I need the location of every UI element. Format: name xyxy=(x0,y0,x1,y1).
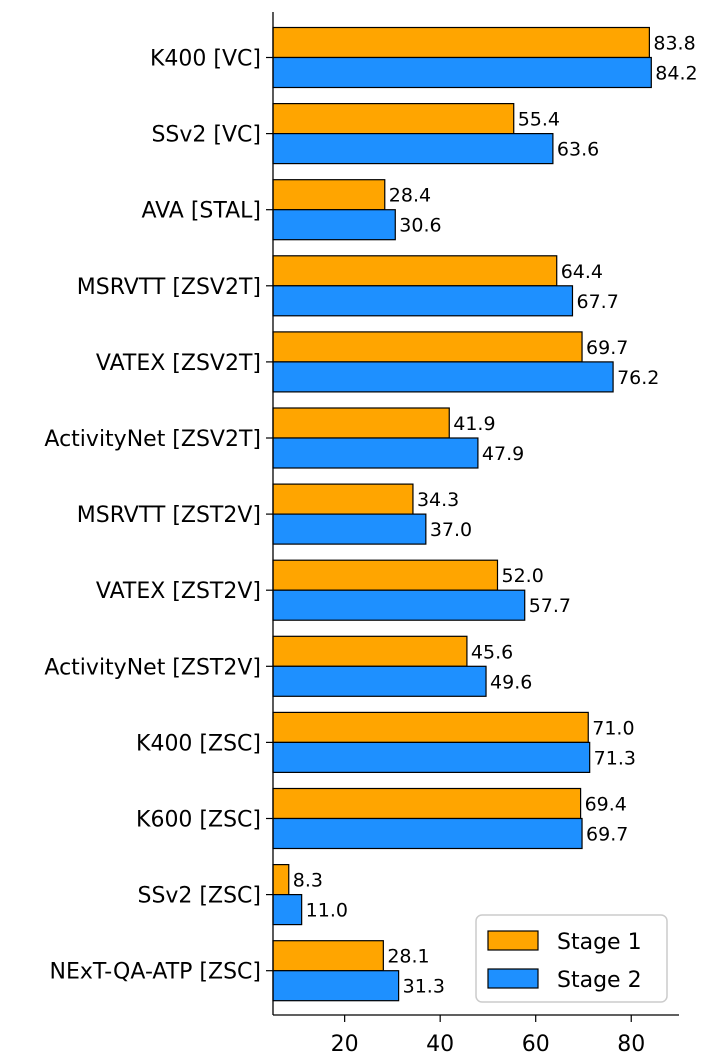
category-label: NExT-QA-ATP [ZSC] xyxy=(50,960,261,985)
category-label: SSv2 [VC] xyxy=(151,123,261,148)
bar-value-label: 55.4 xyxy=(518,109,560,131)
bar-stage-2 xyxy=(272,209,396,241)
legend-label-stage-2: Stage 2 xyxy=(557,968,642,993)
bar-stage-1 xyxy=(272,711,589,744)
bar-value-label: 76.2 xyxy=(617,367,659,389)
legend: Stage 1 Stage 2 xyxy=(475,914,668,1003)
x-tick-label: 20 xyxy=(331,1032,359,1057)
bar-stage-1 xyxy=(272,559,499,591)
bar-value-label: 69.4 xyxy=(585,794,627,816)
bar-value-label: 8.3 xyxy=(293,870,323,892)
bar-stage-2 xyxy=(272,513,427,545)
bar-value-label: 37.0 xyxy=(430,519,472,541)
bar-value-label: 71.0 xyxy=(592,717,634,739)
bar-stage-1 xyxy=(272,331,583,363)
bar-stage-1 xyxy=(272,26,650,59)
bar-value-label: 64.4 xyxy=(561,261,603,283)
category-label: SSv2 [ZSC] xyxy=(137,884,261,909)
bar-value-label: 57.7 xyxy=(529,595,571,617)
bar-stage-2 xyxy=(272,56,652,89)
category-label: MSRVTT [ZSV2T] xyxy=(77,275,261,300)
category-label: VATEX [ZST2V] xyxy=(96,579,261,604)
bar-value-label: 30.6 xyxy=(399,215,441,237)
x-tick-label: 60 xyxy=(522,1032,550,1057)
bar-stage-2 xyxy=(272,589,526,621)
bar-stage-1 xyxy=(272,940,384,972)
bar-value-label: 83.8 xyxy=(653,33,695,55)
bar-stage-2 xyxy=(272,741,591,774)
bar-value-label: 31.3 xyxy=(403,976,445,998)
bar-stage-1 xyxy=(272,407,450,439)
bar-stage-1 xyxy=(272,483,414,515)
bar-stage-2 xyxy=(272,437,479,469)
legend-swatch-stage-2 xyxy=(487,968,539,989)
bar-value-label: 69.7 xyxy=(586,337,628,359)
bar-value-label: 45.6 xyxy=(471,641,513,663)
bar-stage-1 xyxy=(272,863,290,896)
bar-stage-2 xyxy=(272,817,583,850)
bar-stage-2 xyxy=(272,893,303,926)
bar-value-label: 69.7 xyxy=(586,824,628,846)
x-tick-label: 40 xyxy=(426,1032,454,1057)
category-label: MSRVTT [ZST2V] xyxy=(77,503,261,528)
bar-stage-1 xyxy=(272,255,558,287)
bar-value-label: 49.6 xyxy=(490,671,532,693)
bar-value-label: 63.6 xyxy=(557,139,599,161)
bar-stage-1 xyxy=(272,787,582,820)
bar-value-label: 52.0 xyxy=(501,565,543,587)
bar-value-label: 11.0 xyxy=(306,900,348,922)
bar-stage-1 xyxy=(272,102,515,135)
bar-stage-2 xyxy=(272,665,487,697)
category-label: AVA [STAL] xyxy=(142,199,262,224)
legend-label-stage-1: Stage 1 xyxy=(557,930,642,955)
bar-value-label: 34.3 xyxy=(417,489,459,511)
bar-value-label: 47.9 xyxy=(482,443,524,465)
bar-value-label: 71.3 xyxy=(594,747,636,769)
bar-value-label: 28.4 xyxy=(389,185,431,207)
bar-stage-2 xyxy=(272,285,574,317)
category-label: K600 [ZSC] xyxy=(136,808,261,833)
bar-stage-2 xyxy=(272,133,554,165)
axes: 20 40 60 80 xyxy=(266,12,679,1057)
bar-stage-1 xyxy=(272,635,468,667)
bar-stage-2 xyxy=(272,361,614,393)
bar-value-label: 41.9 xyxy=(453,413,495,435)
bar-value-label: 84.2 xyxy=(655,63,697,85)
x-tick-label: 80 xyxy=(617,1032,645,1057)
bar-stage-1 xyxy=(272,179,386,211)
category-label: K400 [ZSC] xyxy=(136,731,261,756)
legend-swatch-stage-1 xyxy=(487,930,539,951)
bars xyxy=(272,26,652,1002)
category-label: K400 [VC] xyxy=(150,47,261,72)
bar-value-label: 67.7 xyxy=(576,291,618,313)
category-label: ActivityNet [ZST2V] xyxy=(44,655,261,680)
category-labels: K400 [VC] SSv2 [VC] AVA [STAL] MSRVTT [ZSV2… xyxy=(44,47,261,985)
bar-stage-2 xyxy=(272,970,400,1002)
category-label: VATEX [ZSV2T] xyxy=(96,351,261,376)
category-label: ActivityNet [ZSV2T] xyxy=(44,427,261,452)
bar-value-label: 28.1 xyxy=(387,946,429,968)
value-labels: 83.8 84.2 55.4 63.6 28.4 30.6 64.4 67.7 69.7 76.2… xyxy=(293,33,698,998)
